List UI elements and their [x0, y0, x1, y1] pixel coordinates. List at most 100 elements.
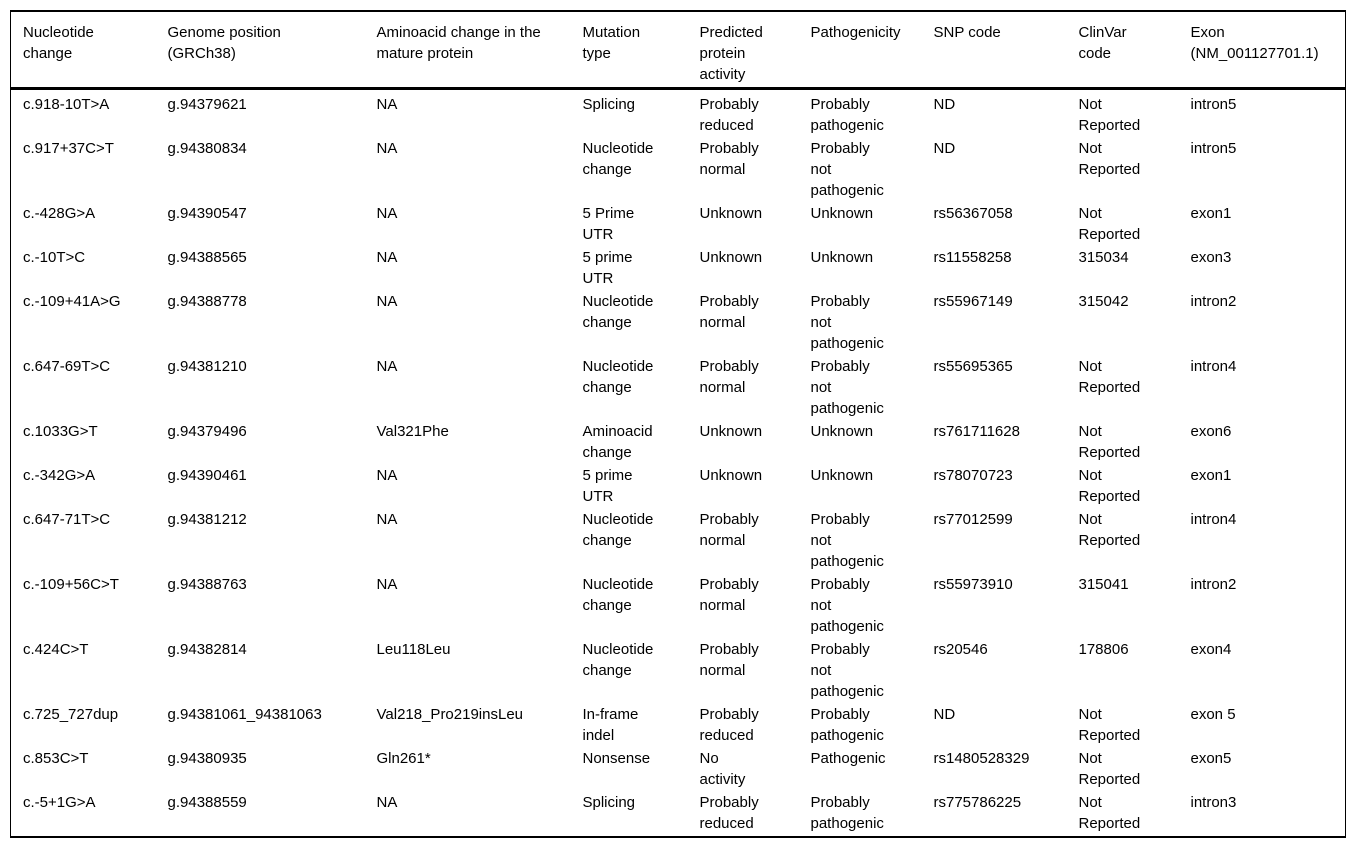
table-row: c.-5+1G>A g.94388559 NA Splicing Probably re…	[11, 792, 1346, 837]
cell-mutation-type: Splicing	[582, 794, 636, 811]
cell-clinvar-code: Not Reported	[1078, 467, 1141, 505]
cell-exon: exon1	[1190, 205, 1232, 222]
table-row: c.725_727dup g.94381061_94381063 Val218_Pr…	[11, 704, 1346, 748]
cell-pathogenicity: Probably not pathogenic	[810, 641, 884, 700]
cell-exon: exon6	[1190, 423, 1232, 440]
cell-mutation-type: Nucleotide change	[582, 641, 654, 679]
column-header-pathogenicity: Pathogenicity	[798, 11, 922, 90]
cell-mutation-type: Nucleotide change	[582, 511, 654, 549]
cell-predicted-protein-activity: Probably normal	[699, 358, 759, 396]
cell-nucleotide-change: c.1033G>T	[23, 423, 98, 440]
cell-aminoacid-change: NA	[376, 249, 398, 266]
column-header-clinvar-code: ClinVar code	[1066, 11, 1179, 90]
column-header-exon: Exon (NM_001127701.1)	[1178, 11, 1346, 90]
table-body: c.918-10T>A g.94379621 NA Splicing Probably …	[11, 89, 1346, 838]
header-row: Nucleotide change Genome position (GRCh38…	[10, 11, 1346, 90]
cell-aminoacid-change: NA	[376, 140, 398, 157]
cell-pathogenicity: Unknown	[810, 249, 874, 266]
cell-genome-position: g.94388565	[167, 249, 247, 266]
cell-clinvar-code: 315042	[1078, 293, 1129, 310]
cell-pathogenicity: Probably not pathogenic	[810, 293, 884, 352]
cell-aminoacid-change: NA	[376, 358, 398, 375]
table-row: c.-109+41A>G g.94388778 NA Nucleotide chang…	[11, 291, 1346, 356]
cell-aminoacid-change: NA	[376, 96, 398, 113]
cell-clinvar-code: 315041	[1078, 576, 1129, 593]
table-row: c.918-10T>A g.94379621 NA Splicing Probably …	[11, 89, 1346, 139]
cell-exon: intron5	[1190, 140, 1237, 157]
cell-mutation-type: 5 prime UTR	[582, 249, 633, 287]
cell-snp-code: rs761711628	[933, 423, 1020, 440]
cell-nucleotide-change: c.-428G>A	[23, 205, 96, 222]
cell-nucleotide-change: c.725_727dup	[23, 706, 119, 723]
cell-pathogenicity: Probably not pathogenic	[810, 576, 884, 635]
column-header-aminoacid-change: Aminoacid change in the mature protein	[364, 11, 571, 90]
cell-nucleotide-change: c.424C>T	[23, 641, 89, 658]
column-header-mutation-type: Mutation type	[570, 11, 688, 90]
cell-nucleotide-change: c.917+37C>T	[23, 140, 114, 157]
cell-snp-code: rs11558258	[933, 249, 1012, 266]
cell-exon: exon5	[1190, 750, 1232, 767]
cell-nucleotide-change: c.647-69T>C	[23, 358, 111, 375]
table-row: c.-10T>C g.94388565 NA 5 prime UTR Unknown Un…	[11, 247, 1346, 291]
cell-predicted-protein-activity: Unknown	[699, 467, 763, 484]
cell-aminoacid-change: NA	[376, 576, 398, 593]
cell-nucleotide-change: c.-5+1G>A	[23, 794, 96, 811]
cell-pathogenicity: Probably pathogenic	[810, 706, 884, 744]
cell-exon: exon1	[1190, 467, 1232, 484]
cell-pathogenicity: Probably pathogenic	[810, 794, 884, 832]
cell-snp-code: rs55695365	[933, 358, 1013, 375]
cell-predicted-protein-activity: Unknown	[699, 205, 763, 222]
cell-mutation-type: Nonsense	[582, 750, 651, 767]
cell-predicted-protein-activity: Probably reduced	[699, 794, 759, 832]
cell-aminoacid-change: NA	[376, 467, 398, 484]
cell-pathogenicity: Probably not pathogenic	[810, 358, 884, 417]
cell-aminoacid-change: Leu118Leu	[376, 641, 451, 658]
cell-clinvar-code: Not Reported	[1078, 423, 1141, 461]
cell-snp-code: ND	[933, 140, 956, 157]
cell-snp-code: ND	[933, 96, 956, 113]
cell-genome-position: g.94379496	[167, 423, 247, 440]
cell-mutation-type: Nucleotide change	[582, 358, 654, 396]
cell-nucleotide-change: c.-109+56C>T	[23, 576, 119, 593]
cell-snp-code: rs775786225	[933, 794, 1022, 811]
table-row: c.-342G>A g.94390461 NA 5 prime UTR Unknown U…	[11, 465, 1346, 509]
cell-exon: exon 5	[1190, 706, 1236, 723]
cell-aminoacid-change: Val321Phe	[376, 423, 449, 440]
column-header-genome-position: Genome position (GRCh38)	[155, 11, 365, 90]
cell-predicted-protein-activity: Probably normal	[699, 293, 759, 331]
cell-pathogenicity: Unknown	[810, 467, 874, 484]
cell-clinvar-code: Not Reported	[1078, 750, 1141, 788]
cell-clinvar-code: Not Reported	[1078, 205, 1141, 243]
table-row: c.424C>T g.94382814 Leu118Leu Nucleotide ch…	[11, 639, 1346, 704]
cell-mutation-type: In-frame indel	[582, 706, 639, 744]
cell-snp-code: rs78070723	[933, 467, 1013, 484]
cell-nucleotide-change: c.-342G>A	[23, 467, 96, 484]
cell-genome-position: g.94388559	[167, 794, 247, 811]
cell-mutation-type: Nucleotide change	[582, 576, 654, 614]
cell-nucleotide-change: c.918-10T>A	[23, 96, 110, 113]
cell-exon: intron4	[1190, 358, 1237, 375]
cell-clinvar-code: 178806	[1078, 641, 1129, 658]
cell-pathogenicity: Pathogenic	[810, 750, 886, 767]
cell-snp-code: rs56367058	[933, 205, 1013, 222]
cell-genome-position: g.94381061_94381063	[167, 706, 322, 723]
cell-predicted-protein-activity: No activity	[699, 750, 746, 788]
cell-exon: intron3	[1190, 794, 1237, 811]
cell-clinvar-code: Not Reported	[1078, 96, 1141, 134]
cell-mutation-type: 5 prime UTR	[582, 467, 633, 505]
cell-mutation-type: 5 Prime UTR	[582, 205, 635, 243]
cell-genome-position: g.94382814	[167, 641, 247, 658]
cell-predicted-protein-activity: Probably normal	[699, 641, 759, 679]
cell-nucleotide-change: c.647-71T>C	[23, 511, 111, 528]
table-row: c.647-69T>C g.94381210 NA Nucleotide change…	[11, 356, 1346, 421]
cell-predicted-protein-activity: Probably reduced	[699, 96, 759, 134]
cell-clinvar-code: Not Reported	[1078, 140, 1141, 178]
cell-snp-code: rs55973910	[933, 576, 1013, 593]
table-row: c.1033G>T g.94379496 Val321Phe Aminoacid ch…	[11, 421, 1346, 465]
cell-exon: intron4	[1190, 511, 1237, 528]
cell-clinvar-code: Not Reported	[1078, 511, 1141, 549]
cell-predicted-protein-activity: Probably normal	[699, 511, 759, 549]
cell-exon: intron2	[1190, 293, 1237, 310]
cell-genome-position: g.94388778	[167, 293, 247, 310]
